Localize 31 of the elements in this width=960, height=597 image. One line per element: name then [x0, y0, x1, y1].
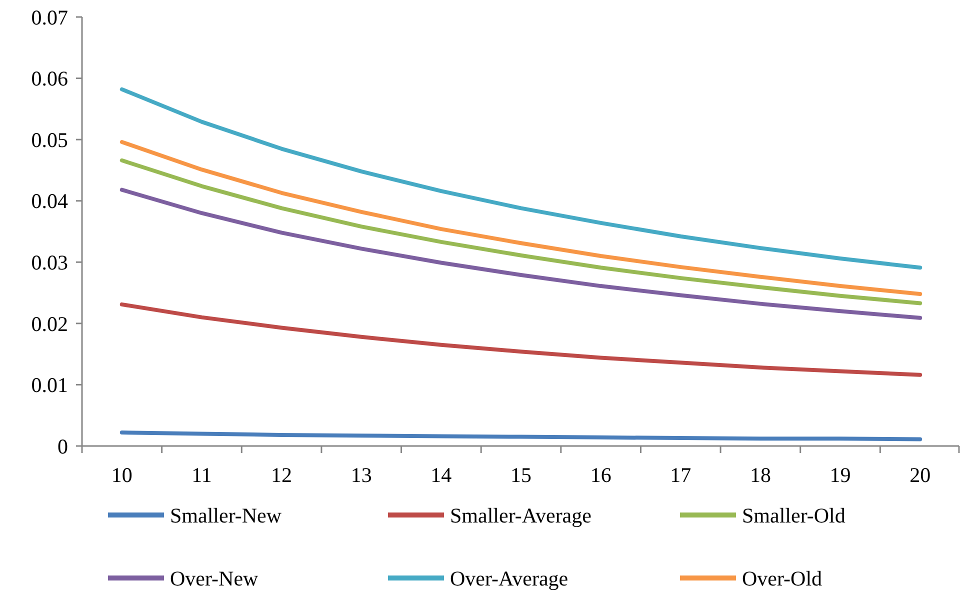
line-series: [120, 430, 922, 442]
y-tick-label: 0.05: [31, 128, 68, 152]
y-tick-label: 0.02: [31, 312, 68, 336]
y-tick-label: 0.06: [31, 66, 68, 91]
legend-label: Over-Old: [742, 566, 823, 590]
x-tick-label: 14: [430, 463, 452, 487]
x-tick-label: 19: [830, 463, 851, 487]
legend-label: Over-New: [170, 566, 260, 590]
y-tick-label: 0.03: [31, 250, 68, 274]
x-tick-label: 17: [670, 463, 692, 487]
y-tick-label: 0.07: [31, 5, 68, 30]
x-tick-label: 18: [750, 463, 771, 487]
x-tick-label: 12: [271, 463, 292, 487]
line-series: [120, 140, 922, 296]
legend-label: Over-Average: [450, 566, 568, 590]
x-tick-label: 10: [111, 463, 132, 487]
x-tick-label: 16: [590, 463, 612, 487]
legend-label: Smaller-New: [170, 503, 282, 528]
line-series: [120, 302, 922, 377]
x-tick-label: 15: [510, 463, 532, 487]
x-tick-label: 11: [192, 463, 212, 487]
legend-label: Smaller-Old: [742, 503, 846, 528]
y-tick-label: 0: [58, 434, 68, 458]
line-series: [120, 188, 922, 320]
x-tick-label: 20: [910, 463, 931, 487]
legend-label: Smaller-Average: [450, 503, 592, 528]
x-tick-label: 13: [350, 463, 372, 487]
y-tick-label: 0.04: [31, 189, 68, 214]
y-tick-label: 0.01: [31, 373, 68, 398]
line-series: [120, 158, 922, 306]
line-series: [120, 87, 922, 270]
